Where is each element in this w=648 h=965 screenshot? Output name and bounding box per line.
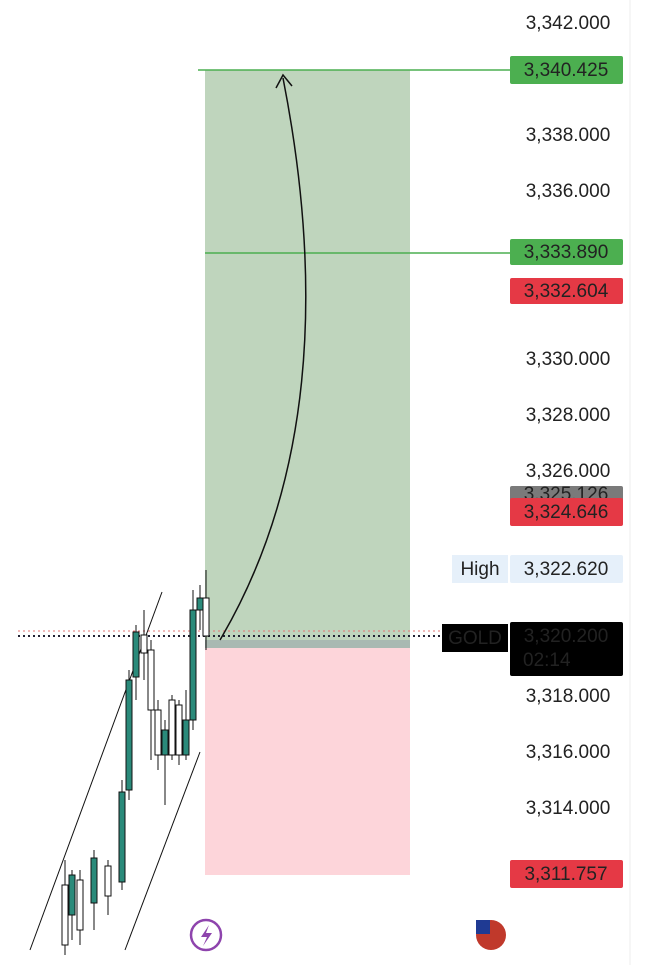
target-price-tag-bg — [510, 56, 623, 84]
sell-price-tag: 3,324.646 — [524, 502, 609, 523]
countdown: 02:14 — [523, 650, 571, 671]
price-tick-label: 3,342.000 — [526, 13, 611, 34]
lightning-icon[interactable] — [189, 918, 223, 952]
price-tick-label: 3,330.000 — [526, 349, 611, 370]
price-tick-label: 3,318.000 — [526, 686, 611, 707]
price-tick-label: 3,336.000 — [526, 181, 611, 202]
flag-canton — [476, 920, 490, 934]
stop-price-tag-bg — [510, 860, 623, 888]
candles — [61, 570, 210, 955]
price-tick-label: 3,314.000 — [526, 798, 611, 819]
symbol-bg — [442, 624, 508, 652]
loss-zone — [205, 648, 410, 875]
sell-price-tag-bg — [510, 278, 623, 304]
arrow-head — [275, 73, 293, 89]
high-price-tag: 3,322.620 — [524, 559, 609, 580]
profit-zone — [205, 70, 410, 640]
sell-price-tag-bg — [510, 498, 623, 526]
target-price-tag: 3,333.890 — [524, 242, 609, 263]
sell-price-tag: 3,332.604 — [524, 281, 609, 302]
arrow — [219, 77, 307, 641]
price-tick-label: 3,328.000 — [526, 405, 611, 426]
price-tick-label: 3,316.000 — [526, 742, 611, 763]
high-price-tag-bg — [510, 555, 623, 583]
symbol-label: GOLD — [448, 628, 502, 649]
price-tick-label: 3,338.000 — [526, 125, 611, 146]
channel-line — [29, 591, 163, 951]
last-price: 3,320.200 — [524, 626, 609, 647]
target-price-tag: 3,340.425 — [524, 60, 609, 81]
high-label: High — [460, 559, 499, 580]
entry-band — [205, 640, 410, 648]
price-tick-label: 3,326.000 — [526, 461, 611, 482]
last-price-bg — [510, 622, 623, 676]
target-price-tag-bg — [510, 239, 623, 265]
channel-line — [124, 751, 201, 951]
stop-price-tag: 3,311.757 — [524, 864, 607, 885]
lightning-bolt — [201, 925, 212, 946]
high-label-bg — [452, 555, 508, 583]
